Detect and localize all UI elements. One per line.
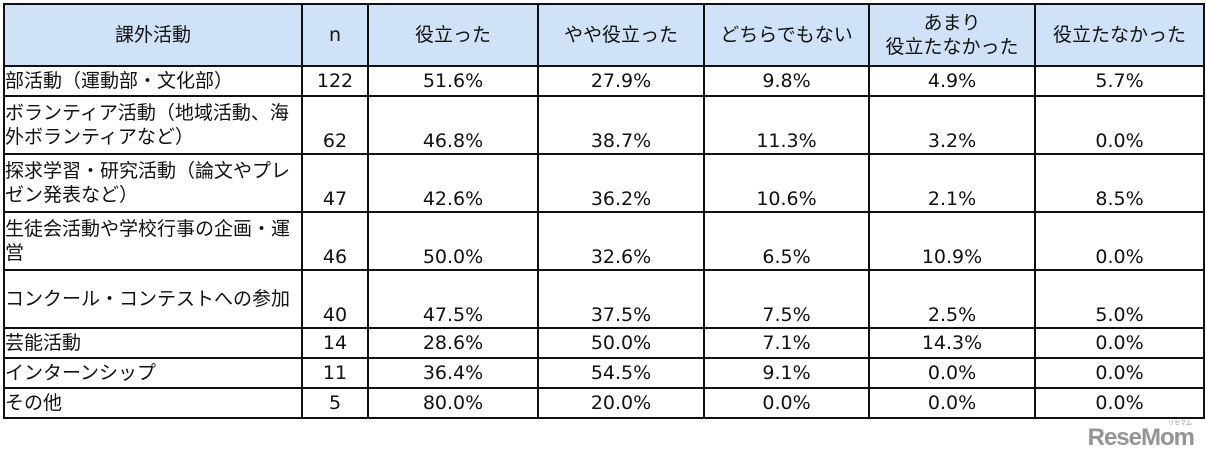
n-cell: 11 xyxy=(301,357,369,389)
table-row: コンクール・コンテストへの参加 40 47.5% 37.5% 7.5% 2.5%… xyxy=(3,269,1205,329)
table-row: その他 5 80.0% 20.0% 0.0% 0.0% 0.0% xyxy=(3,387,1205,419)
value-cell: 0.0% xyxy=(1034,95,1205,155)
value-cell: 0.0% xyxy=(703,387,870,419)
value-cell: 8.5% xyxy=(1034,153,1205,213)
watermark-kana: リセマム xyxy=(1167,421,1192,427)
activity-cell: 芸能活動 xyxy=(3,327,303,359)
table-row: インターンシップ 11 36.4% 54.5% 9.1% 0.0% 0.0% xyxy=(3,357,1205,389)
value-cell: 9.1% xyxy=(703,357,870,389)
header-row: 課外活動 n 役立った やや役立った どちらでもない あまり 役立たなかった 役… xyxy=(3,3,1205,67)
header-not-useful: 役立たなかった xyxy=(1034,3,1205,67)
resemom-watermark-logo: ReseMom リセマム xyxy=(1087,421,1195,452)
value-cell: 2.5% xyxy=(868,269,1036,329)
value-cell: 54.5% xyxy=(537,357,705,389)
value-cell: 7.5% xyxy=(703,269,870,329)
value-cell: 5.0% xyxy=(1034,269,1205,329)
value-cell: 2.1% xyxy=(868,153,1036,213)
n-cell: 62 xyxy=(301,95,369,155)
value-cell: 20.0% xyxy=(537,387,705,419)
activity-cell: インターンシップ xyxy=(3,357,303,389)
value-cell: 4.9% xyxy=(868,65,1036,97)
value-cell: 50.0% xyxy=(537,327,705,359)
value-cell: 28.6% xyxy=(367,327,539,359)
activity-cell: 生徒会活動や学校行事の企画・運営 xyxy=(3,211,303,271)
table-row: ボランティア活動（地域活動、海外ボランティアなど） 62 46.8% 38.7%… xyxy=(3,95,1205,155)
value-cell: 0.0% xyxy=(1034,211,1205,271)
value-cell: 14.3% xyxy=(868,327,1036,359)
value-cell: 10.6% xyxy=(703,153,870,213)
n-cell: 46 xyxy=(301,211,369,271)
value-cell: 80.0% xyxy=(367,387,539,419)
value-cell: 46.8% xyxy=(367,95,539,155)
value-cell: 11.3% xyxy=(703,95,870,155)
activity-cell: コンクール・コンテストへの参加 xyxy=(3,269,303,329)
value-cell: 6.5% xyxy=(703,211,870,271)
activity-usefulness-table: 課外活動 n 役立った やや役立った どちらでもない あまり 役立たなかった 役… xyxy=(3,3,1205,419)
value-cell: 0.0% xyxy=(1034,357,1205,389)
activity-cell: 探求学習・研究活動（論文やプレゼン発表など） xyxy=(3,153,303,213)
value-cell: 0.0% xyxy=(868,387,1036,419)
table-row: 芸能活動 14 28.6% 50.0% 7.1% 14.3% 0.0% xyxy=(3,327,1205,359)
activity-cell: ボランティア活動（地域活動、海外ボランティアなど） xyxy=(3,95,303,155)
n-cell: 122 xyxy=(301,65,369,97)
value-cell: 27.9% xyxy=(537,65,705,97)
n-cell: 14 xyxy=(301,327,369,359)
header-somewhat-useful: やや役立った xyxy=(537,3,705,67)
value-cell: 0.0% xyxy=(868,357,1036,389)
value-cell: 32.6% xyxy=(537,211,705,271)
watermark-text: ReseMom xyxy=(1087,424,1195,451)
n-cell: 5 xyxy=(301,387,369,419)
value-cell: 9.8% xyxy=(703,65,870,97)
header-not-very-useful: あまり 役立たなかった xyxy=(868,3,1036,67)
header-useful: 役立った xyxy=(367,3,539,67)
value-cell: 38.7% xyxy=(537,95,705,155)
value-cell: 7.1% xyxy=(703,327,870,359)
value-cell: 47.5% xyxy=(367,269,539,329)
value-cell: 36.2% xyxy=(537,153,705,213)
value-cell: 0.0% xyxy=(1034,387,1205,419)
value-cell: 37.5% xyxy=(537,269,705,329)
value-cell: 36.4% xyxy=(367,357,539,389)
value-cell: 42.6% xyxy=(367,153,539,213)
value-cell: 10.9% xyxy=(868,211,1036,271)
value-cell: 3.2% xyxy=(868,95,1036,155)
activity-cell: その他 xyxy=(3,387,303,419)
n-cell: 47 xyxy=(301,153,369,213)
value-cell: 5.7% xyxy=(1034,65,1205,97)
activity-cell: 部活動（運動部・文化部） xyxy=(3,65,303,97)
table-row: 部活動（運動部・文化部） 122 51.6% 27.9% 9.8% 4.9% 5… xyxy=(3,65,1205,97)
value-cell: 0.0% xyxy=(1034,327,1205,359)
value-cell: 51.6% xyxy=(367,65,539,97)
header-activity: 課外活動 xyxy=(3,3,303,67)
value-cell: 50.0% xyxy=(367,211,539,271)
header-n: n xyxy=(301,3,369,67)
table-row: 探求学習・研究活動（論文やプレゼン発表など） 47 42.6% 36.2% 10… xyxy=(3,153,1205,213)
header-neutral: どちらでもない xyxy=(703,3,870,67)
table-row: 生徒会活動や学校行事の企画・運営 46 50.0% 32.6% 6.5% 10.… xyxy=(3,211,1205,271)
n-cell: 40 xyxy=(301,269,369,329)
